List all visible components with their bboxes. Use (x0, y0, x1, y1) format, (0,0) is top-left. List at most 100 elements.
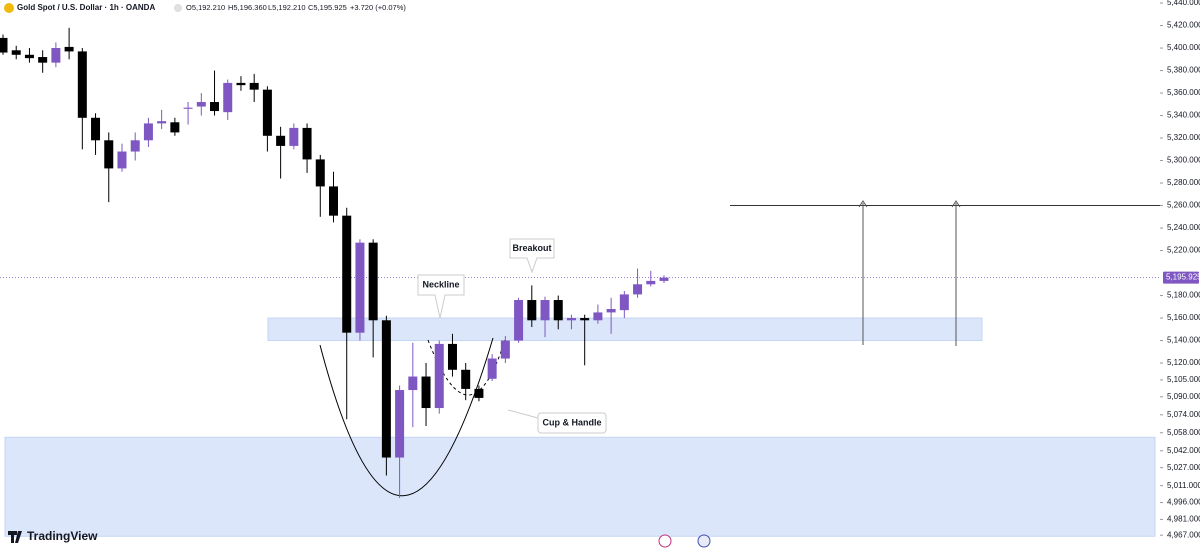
candle-body (421, 376, 431, 409)
candle-body (24, 54, 34, 59)
candle-body (633, 284, 643, 295)
candle-body (104, 140, 114, 169)
zone (4, 436, 1156, 537)
candle-body (117, 151, 127, 169)
candle-body (395, 390, 405, 458)
ohlc-high: H5,196.360 (228, 3, 267, 12)
annotation: Cup & Handle (542, 417, 601, 427)
candle-body (91, 117, 101, 141)
candle-body (566, 318, 576, 321)
candle-body (540, 300, 550, 321)
y-tick-label: 5,180.000 (1167, 291, 1200, 300)
y-tick-label: 4,996.000 (1167, 498, 1200, 507)
y-tick-label: 5,320.000 (1167, 133, 1200, 142)
candle-body (593, 312, 603, 321)
y-tick-label: 5,120.000 (1167, 358, 1200, 367)
y-tick-label: 5,027.000 (1167, 463, 1200, 472)
last-price-tag (1163, 271, 1199, 284)
candle-body (329, 186, 338, 216)
y-tick-label: 5,042.000 (1167, 446, 1200, 455)
callout-box (537, 412, 607, 434)
candle-body (170, 122, 180, 133)
candle-body (289, 127, 299, 146)
header-title: Gold Spot / U.S. Dollar · 1h · OANDA (17, 3, 155, 12)
price-axis: 5,440.000 5,420.000 5,400.000 5,380.000 5,36… (1160, 0, 1200, 549)
y-tick-label: 5,400.000 (1167, 43, 1200, 52)
candle-body (434, 343, 444, 409)
y-tick-label: 5,260.000 (1167, 201, 1200, 210)
candle-body (51, 48, 61, 63)
brand-logo (8, 531, 22, 543)
candle-body (553, 300, 563, 321)
symbol-icon (4, 3, 14, 13)
flash-icon[interactable] (658, 534, 672, 548)
zone (267, 317, 983, 342)
candle-body (646, 280, 656, 285)
ohlc-low: L5,192.210 (268, 3, 306, 12)
candle-body (276, 135, 286, 146)
candle-body (236, 82, 246, 86)
brand: TradingView (27, 529, 98, 543)
arrow-head (858, 200, 868, 208)
candle-body (223, 82, 233, 113)
candle-body (130, 140, 140, 152)
candle-body (302, 127, 312, 160)
candle-body (355, 242, 365, 333)
y-tick-label: 5,440.000 (1167, 0, 1200, 7)
candle-body (381, 320, 391, 458)
status-icon (174, 4, 182, 12)
y-tick-label: 5,380.000 (1167, 66, 1200, 75)
candle-body (514, 300, 524, 341)
candle-body (659, 277, 669, 281)
flag-icon[interactable] (697, 534, 711, 548)
y-tick-label: 5,340.000 (1167, 111, 1200, 120)
candle-body (447, 343, 457, 370)
candle-body (143, 123, 153, 141)
candle-body (619, 294, 629, 311)
candle-body (0, 37, 8, 53)
y-tick-label: 5,058.000 (1167, 428, 1200, 437)
y-tick-label: 5,074.000 (1167, 410, 1200, 419)
y-tick-label: 5,105.000 (1167, 375, 1200, 384)
y-tick-label: 5,360.000 (1167, 88, 1200, 97)
callout-box (417, 274, 465, 319)
callout-pointer (507, 409, 539, 419)
callout-box (509, 238, 555, 274)
y-tick-label: 5,280.000 (1167, 178, 1200, 187)
candle-body (249, 82, 259, 90)
cup-curve (319, 337, 494, 497)
y-tick-label: 5,300.000 (1167, 156, 1200, 165)
ohlc-open: O5,192.210 (186, 3, 225, 12)
y-tick-label: 4,967.000 (1167, 530, 1200, 539)
candle-body (487, 358, 497, 379)
y-tick-label: 5,160.000 (1167, 313, 1200, 322)
y-tick-label: 5,220.000 (1167, 246, 1200, 255)
y-tick-label: 5,420.000 (1167, 21, 1200, 30)
candle-body (580, 318, 590, 321)
candle-body (262, 89, 272, 136)
y-tick-label: 4,981.000 (1167, 515, 1200, 524)
candle-body (527, 300, 537, 321)
ohlc-change: +3.720 (+0.07%) (350, 3, 406, 12)
candle-body (11, 50, 21, 55)
y-tick-label: 5,240.000 (1167, 223, 1200, 232)
candle-body (474, 388, 484, 398)
candle-body (461, 369, 471, 389)
candle-body (210, 102, 220, 112)
candle-body (196, 102, 206, 107)
ohlc-close: C5,195.925 (308, 3, 347, 12)
y-tick-label: 5,140.000 (1167, 336, 1200, 345)
candle-body (408, 376, 418, 391)
candle-body (500, 340, 510, 359)
candle-body (38, 57, 48, 63)
candle-body (64, 46, 74, 52)
candle-body (183, 107, 193, 109)
annotation: Breakout (512, 243, 551, 253)
candle-body (315, 159, 325, 187)
candle-body (606, 309, 616, 313)
candle-body (342, 215, 352, 333)
candle-body (157, 121, 167, 124)
annotation: Neckline (422, 279, 459, 289)
candle-body (77, 51, 87, 118)
